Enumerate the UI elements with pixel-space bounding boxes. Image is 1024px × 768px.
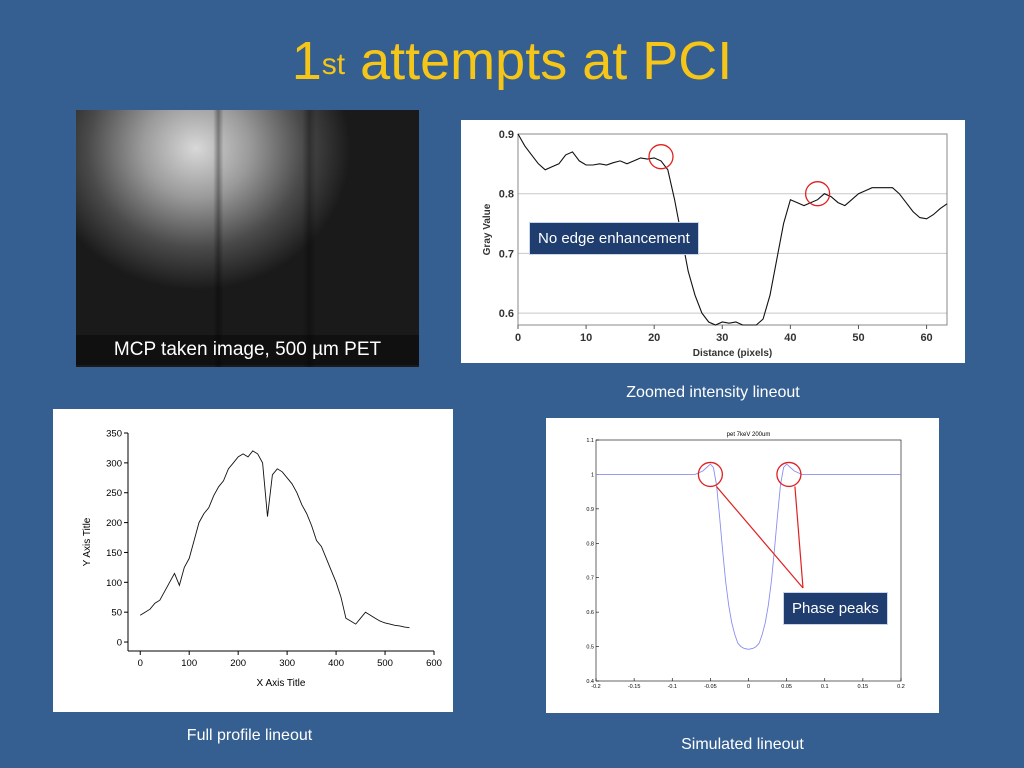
zoomed-y-tick-label: 0.6 [499,308,514,320]
slide-title: 1st attempts at PCI [0,26,1024,96]
simulated-x-tick-label: 0.15 [858,684,869,690]
simulated-x-tick-label: -0.1 [668,684,677,690]
phase-peak-pointer-line [715,486,804,589]
zoomed-x-tick-label: 60 [920,332,932,344]
zoomed-x-tick-label: 30 [716,332,728,344]
phase-peaks-callout: Phase peaks [783,592,888,625]
full-y-tick-label: 350 [106,429,122,440]
zoomed-y-tick-label: 0.9 [499,129,514,141]
zoomed-y-tick-label: 0.7 [499,248,514,260]
zoomed-x-tick-label: 50 [852,332,864,344]
phase-peak-marker-circle [776,461,802,488]
simulated-plot-frame [595,439,902,682]
full-y-axis-label: Y Axis Title [82,517,93,566]
zoomed-plot-frame [517,133,948,326]
full-y-tick-label: 100 [106,578,122,589]
full-chart: 0 50 100 150 200 250 300 350 0 100 200 300 400 500 600… [82,429,442,690]
zoomed-chart: 0.6 0.7 0.8 0.9 0 10 20 30 40 50 60 Distance (pixe… [482,129,948,359]
zoomed-x-tick-label: 20 [648,332,660,344]
full-x-tick-label: 600 [426,658,442,669]
full-x-tick-label: 200 [230,658,246,669]
simulated-x-tick-label: -0.05 [704,684,717,690]
simulated-y-tick-label: 1.1 [586,438,594,444]
zoomed-caption: Zoomed intensity lineout [626,384,800,401]
mcp-image: MCP taken image, 500 µm PET [76,110,419,367]
zoomed-y-tick-label: 0.8 [499,189,514,201]
full-x-tick-label: 300 [279,658,295,669]
slide-title-superscript: st [321,48,346,81]
full-x-tick-label: 0 [138,658,143,669]
zoomed-x-tick-label: 0 [515,332,521,344]
simulated-chart-title: pet 7keV 200um [727,432,771,438]
zoomed-x-tick-label: 10 [580,332,592,344]
phase-peak-marker-circle [697,461,724,488]
full-y-tick-label: 300 [106,458,122,469]
zoomed-x-tick-label: 40 [784,332,796,344]
mcp-image-caption: MCP taken image, 500 µm PET [76,335,419,365]
simulated-x-tick-label: -0.15 [628,684,641,690]
no-edge-enhancement-callout: No edge enhancement [529,222,699,255]
simulated-y-tick-label: 0.7 [586,576,594,582]
full-x-tick-label: 500 [377,658,393,669]
full-y-tick-label: 0 [117,638,122,649]
zoomed-x-axis-label: Distance (pixels) [693,348,772,359]
simulated-y-tick-label: 0.4 [586,679,594,685]
simulated-y-tick-label: 0.6 [586,610,594,616]
simulated-lineout-line [596,463,901,650]
zoomed-y-axis-label: Gray Value [482,203,493,255]
full-profile-line [139,450,410,629]
full-x-tick-label: 400 [328,658,344,669]
full-x-tick-label: 100 [181,658,197,669]
full-x-axis-label: X Axis Title [257,678,306,689]
zoomed-intensity-line [517,133,948,326]
full-chart-panel: 0 50 100 150 200 250 300 350 0 100 200 300 400 500 600… [53,409,453,712]
zoomed-chart-panel: 0.6 0.7 0.8 0.9 0 10 20 30 40 50 60 Distance (pixe… [461,120,965,363]
full-y-tick-label: 200 [106,518,122,529]
simulated-caption: Simulated lineout [681,736,804,753]
simulated-y-tick-label: 0.5 [586,645,594,651]
zoomed-edge-marker-circle [804,181,831,207]
simulated-x-tick-label: 0.1 [821,684,829,690]
simulated-x-tick-label: -0.2 [591,684,600,690]
full-y-tick-label: 250 [106,488,122,499]
full-y-tick-label: 150 [106,548,122,559]
zoomed-edge-marker-circle [648,144,674,170]
simulated-y-tick-label: 0.9 [586,507,594,513]
simulated-y-tick-label: 0.8 [586,541,594,547]
phase-peak-pointer-line [794,486,804,589]
simulated-chart: 0.4 0.5 0.6 0.7 0.8 0.9 1 1.1 -0.2 -0.15 -0.1 -0.05… [586,432,905,690]
simulated-chart-panel: 0.4 0.5 0.6 0.7 0.8 0.9 1 1.1 -0.2 -0.15 -0.1 -0.05… [546,418,939,713]
full-y-tick-label: 50 [111,608,122,619]
slide-title-rest: attempts at PCI [345,31,733,91]
slide-title-main: 1 [291,31,322,91]
simulated-x-tick-label: 0.05 [781,684,792,690]
simulated-x-tick-label: 0.2 [897,684,905,690]
simulated-x-tick-label: 0 [747,684,750,690]
simulated-y-tick-label: 1 [591,472,594,478]
full-caption: Full profile lineout [186,727,313,744]
